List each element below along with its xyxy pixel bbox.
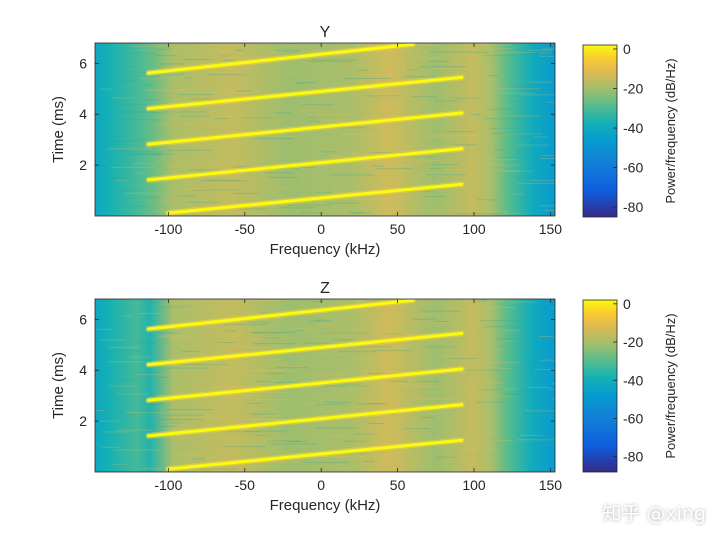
x-tick-label: 50 — [390, 221, 406, 237]
x-axis-label: Frequency (kHz) — [270, 497, 381, 514]
x-axis-label: Frequency (kHz) — [270, 241, 381, 258]
colorbar-tick-label: 0 — [623, 296, 631, 312]
colorbar-gradient — [582, 299, 618, 473]
y-tick-label: 6 — [79, 311, 87, 327]
y-tick-label: 4 — [79, 362, 87, 378]
chart-title: Z — [320, 280, 330, 297]
chirp-line-4 — [146, 331, 464, 367]
colorbar-tick-label: -60 — [623, 160, 643, 176]
x-tick-label: 100 — [462, 477, 486, 493]
colorbar-tick-label: -40 — [623, 120, 643, 136]
colorbar: 0 -20 -40 -60 -80 Power/frequency (dB/Hz) — [582, 296, 678, 473]
chirp-line-5 — [146, 43, 415, 75]
y-tick-label: 2 — [79, 413, 87, 429]
x-tick-label: -100 — [154, 477, 182, 493]
colorbar-gradient — [582, 44, 618, 218]
y-tick-label: 2 — [79, 157, 87, 173]
colorbar-tick-label: 0 — [623, 41, 631, 57]
plot-area-frame — [94, 298, 556, 473]
x-tick-label: 0 — [317, 221, 325, 237]
x-tick-label: -50 — [235, 221, 255, 237]
plot-area-frame — [94, 42, 556, 217]
colorbar-tick-label: -60 — [623, 410, 643, 426]
colorbar-tick-label: -40 — [623, 372, 643, 388]
x-tick-label: 100 — [462, 221, 486, 237]
chirp-line-3 — [146, 367, 464, 402]
chart-title: Y — [320, 24, 331, 41]
y-tick-label: 6 — [79, 55, 87, 71]
chirp-line-5 — [146, 299, 415, 331]
colorbar-tick-label: -80 — [623, 449, 643, 465]
x-tick-label: 150 — [539, 477, 563, 493]
spectrogram-panel-z: -100 -50 0 50 100 150 2 4 6 Z Frequency (kHz) Time … — [50, 280, 678, 514]
spectrogram-panel-y: -100 -50 0 50 100 150 2 4 6 Y Frequency (kHz) Time … — [50, 24, 678, 258]
colorbar-label: Power/frequency (dB/Hz) — [663, 58, 678, 203]
chirp-line-2 — [146, 147, 464, 182]
y-axis-label: Time (ms) — [50, 352, 67, 419]
watermark: 知乎 @xing — [602, 503, 706, 525]
chirp-line-1 — [166, 438, 464, 471]
chirp-line-1 — [166, 182, 464, 215]
y-tick-label: 4 — [79, 106, 87, 122]
chirp-line-2 — [146, 403, 464, 438]
y-axis-label: Time (ms) — [50, 96, 67, 163]
colorbar-label: Power/frequency (dB/Hz) — [663, 313, 678, 458]
colorbar-tick-label: -20 — [623, 80, 643, 96]
chirp-line-3 — [146, 111, 464, 146]
x-tick-label: -100 — [154, 221, 182, 237]
x-tick-label: 50 — [390, 477, 406, 493]
x-tick-label: -50 — [235, 477, 255, 493]
colorbar: 0 -20 -40 -60 -80 Power/frequency (dB/Hz) — [582, 41, 678, 218]
x-tick-label: 150 — [539, 221, 563, 237]
colorbar-tick-label: -80 — [623, 199, 643, 215]
colorbar-tick-label: -20 — [623, 334, 643, 350]
x-tick-label: 0 — [317, 477, 325, 493]
chirp-line-4 — [146, 75, 464, 111]
